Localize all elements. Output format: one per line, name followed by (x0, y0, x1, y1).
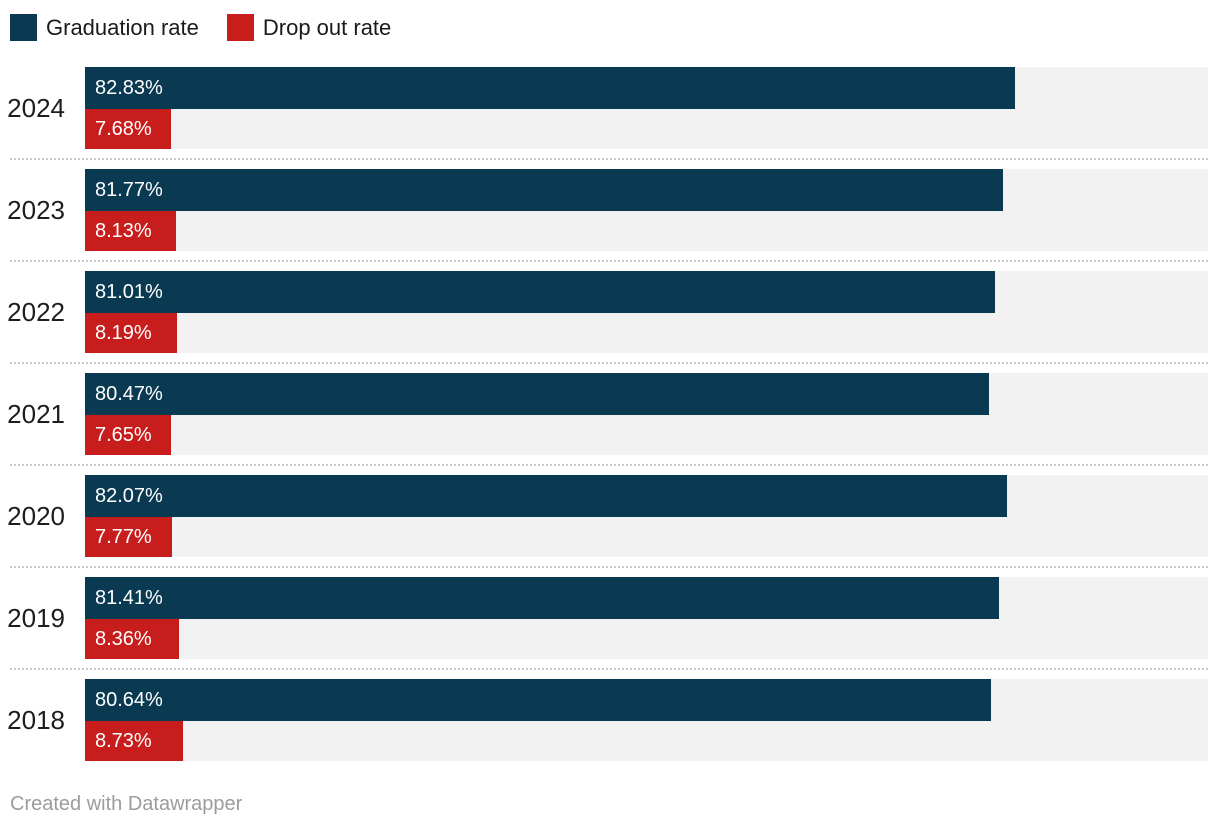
dropout-value-label: 8.73% (95, 729, 152, 752)
legend-label: Drop out rate (262, 15, 392, 40)
row-separator (10, 260, 1208, 262)
bar-track: 80.64% 8.73% (85, 679, 1208, 761)
dropout-value-label: 7.65% (95, 423, 152, 446)
row-separator (10, 668, 1208, 670)
dropout-value-label: 8.13% (95, 219, 152, 242)
dropout-bar: 8.13% (85, 211, 177, 251)
bar-track: 82.07% 7.77% (85, 475, 1208, 557)
year-label: 2020 (7, 500, 65, 531)
graduation-value-label: 81.41% (95, 586, 163, 609)
datawrapper-credit: Created with Datawrapper (10, 793, 243, 815)
graduation-value-label: 81.77% (95, 178, 163, 201)
graduation-value-label: 81.01% (95, 280, 163, 303)
grouped-bar-chart: 2024 82.83% 7.68% 2023 81.77% 8.13% 2022… (0, 67, 1220, 761)
dropout-value-label: 8.36% (95, 627, 152, 650)
bar-track: 80.47% 7.65% (85, 373, 1208, 455)
legend: Graduation rate Drop out rate (0, 0, 1220, 41)
graduation-bar: 80.64% (85, 679, 991, 721)
legend-item: Drop out rate (226, 14, 392, 41)
year-label: 2018 (7, 704, 65, 735)
dropout-bar: 7.77% (85, 517, 173, 557)
row-separator (10, 158, 1208, 160)
dropout-bar: 7.68% (85, 109, 172, 149)
row-separator (10, 464, 1208, 466)
year-label: 2019 (7, 602, 65, 633)
chart-row-2019: 2019 81.41% 8.36% (0, 577, 1220, 659)
chart-row-2023: 2023 81.77% 8.13% (0, 169, 1220, 251)
year-label: 2023 (7, 194, 65, 225)
chart-row-2021: 2021 80.47% 7.65% (0, 373, 1220, 455)
bar-track: 81.77% 8.13% (85, 169, 1208, 251)
row-separator (10, 362, 1208, 364)
dropout-value-label: 7.77% (95, 525, 152, 548)
graduation-bar: 81.41% (85, 577, 1000, 619)
legend-swatch-icon (226, 14, 254, 41)
bar-track: 81.01% 8.19% (85, 271, 1208, 353)
row-separator (10, 566, 1208, 568)
bar-track: 82.83% 7.68% (85, 67, 1208, 149)
dropout-value-label: 7.68% (95, 117, 152, 140)
graduation-value-label: 82.07% (95, 484, 163, 507)
graduation-value-label: 80.64% (95, 688, 163, 711)
graduation-value-label: 80.47% (95, 382, 163, 405)
dropout-bar: 8.73% (85, 721, 184, 761)
graduation-value-label: 82.83% (95, 76, 163, 99)
legend-swatch-icon (10, 14, 37, 41)
graduation-bar: 82.83% (85, 67, 1016, 109)
dropout-bar: 8.36% (85, 619, 179, 659)
graduation-bar: 82.07% (85, 475, 1007, 517)
dropout-value-label: 8.19% (95, 321, 152, 344)
graduation-bar: 80.47% (85, 373, 989, 415)
graduation-bar: 81.77% (85, 169, 1004, 211)
year-label: 2024 (7, 92, 65, 123)
chart-row-2018: 2018 80.64% 8.73% (0, 679, 1220, 761)
bar-track: 81.41% 8.36% (85, 577, 1208, 659)
legend-label: Graduation rate (46, 15, 199, 40)
graduation-bar: 81.01% (85, 271, 995, 313)
year-label: 2022 (7, 296, 65, 327)
legend-item: Graduation rate (10, 14, 199, 41)
chart-row-2022: 2022 81.01% 8.19% (0, 271, 1220, 353)
dropout-bar: 8.19% (85, 313, 177, 353)
dropout-bar: 7.65% (85, 415, 171, 455)
year-label: 2021 (7, 398, 65, 429)
chart-row-2020: 2020 82.07% 7.77% (0, 475, 1220, 557)
chart-row-2024: 2024 82.83% 7.68% (0, 67, 1220, 149)
